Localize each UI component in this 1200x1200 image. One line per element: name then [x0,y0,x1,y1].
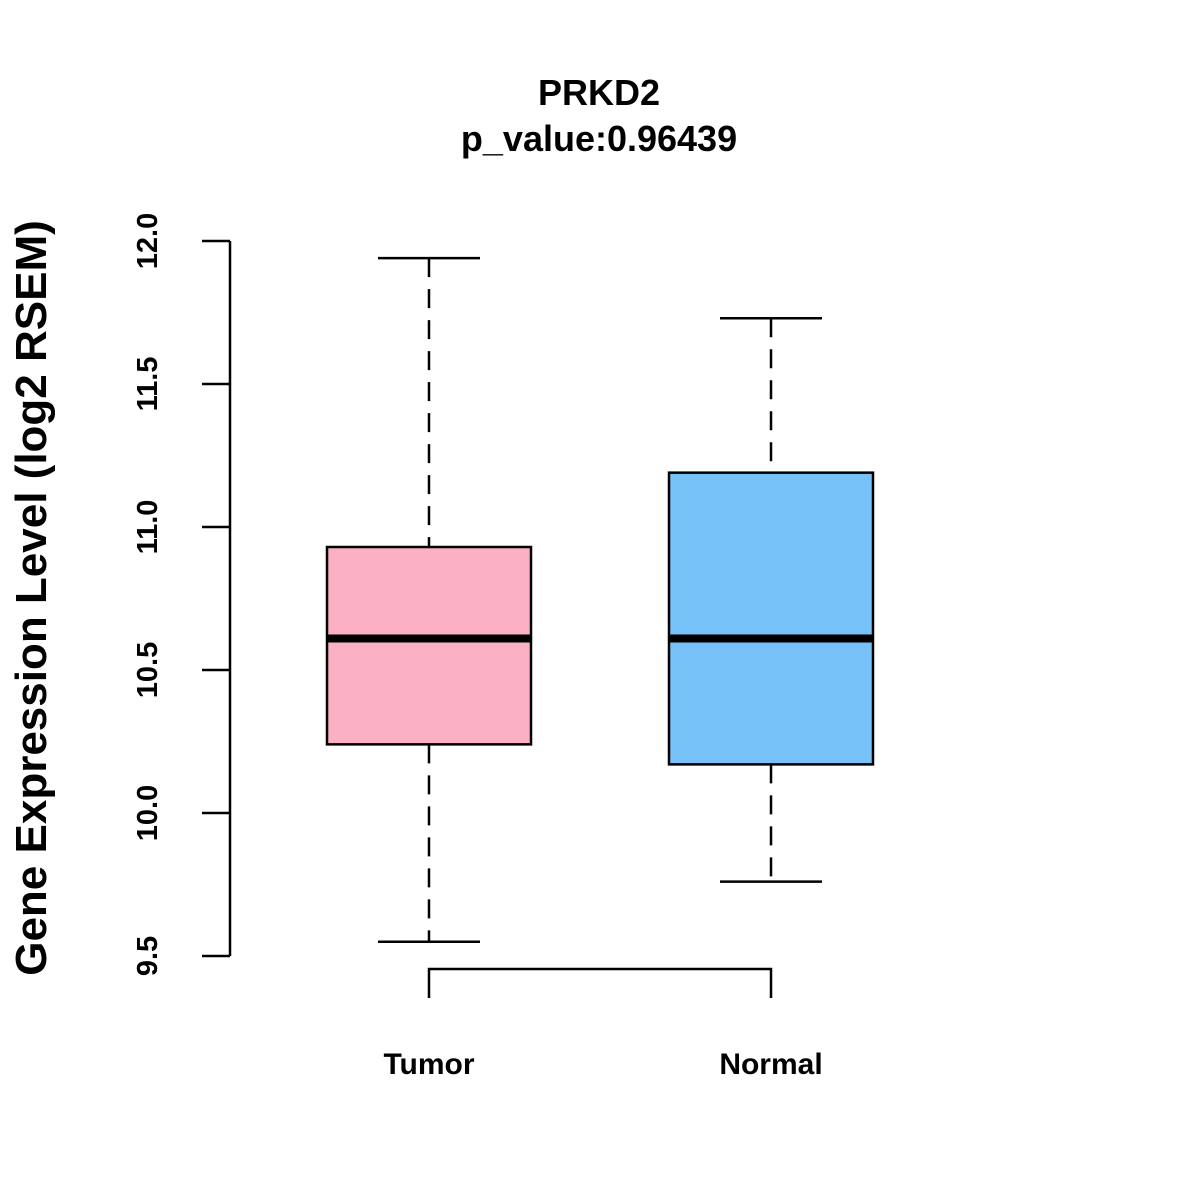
chart-subtitle: p_value:0.96439 [461,118,737,159]
comparison-bracket [427,967,773,998]
iqr-box [667,471,875,766]
y-tick-label: 9.5 [132,936,164,976]
y-tick-label: 10.5 [132,642,164,698]
x-tick-label: Tumor [383,1048,474,1081]
box-tumor [325,256,533,943]
x-tick-label: Normal [719,1048,822,1081]
y-tick-label: 11.0 [132,500,164,555]
y-tick-label: 10.0 [132,785,164,841]
x-axis-labels: Tumor Normal [383,1048,822,1081]
y-axis-label: Gene Expression Level (log2 RSEM) [7,220,56,976]
y-tick-label: 11.5 [132,357,164,412]
iqr-box [325,545,533,746]
box-normal [667,316,875,883]
chart-title: PRKD2 [538,72,660,113]
y-tick-label: 12.0 [132,213,164,269]
y-axis: 9.5 10.0 10.5 11.0 11.5 12.0 [132,213,232,976]
box-series [325,256,875,943]
comparison-bracket-line [427,967,773,998]
